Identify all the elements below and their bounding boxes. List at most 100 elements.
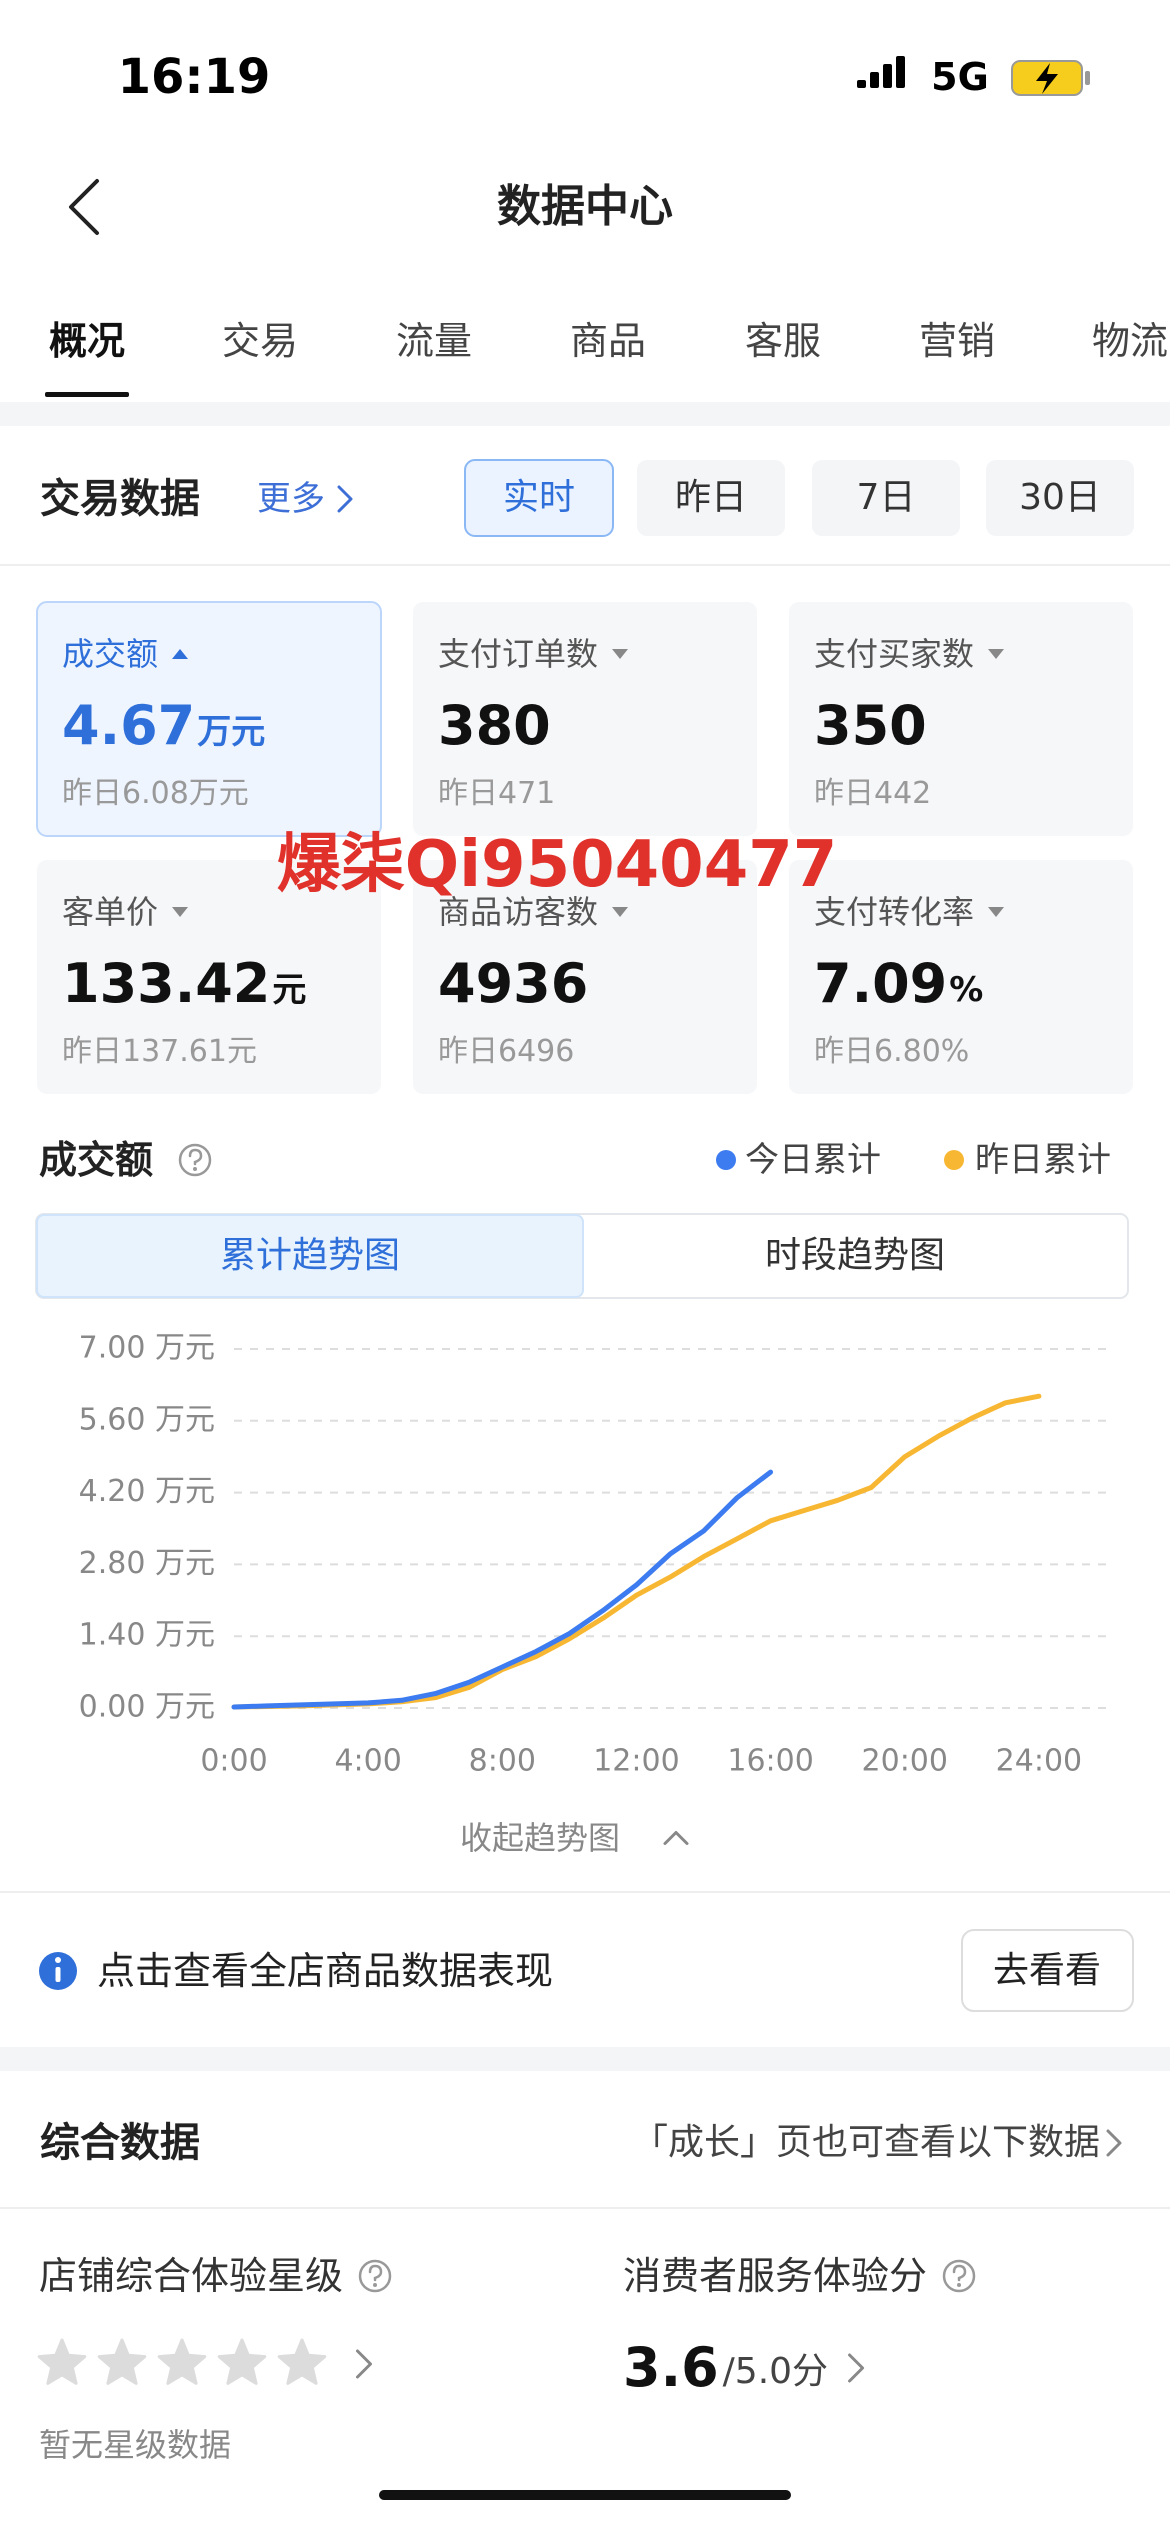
- battery-bolt: [1036, 63, 1058, 94]
- data-line: [231, 1469, 774, 1710]
- sort-triangle: [988, 649, 1005, 659]
- legend-label: 今日累计: [745, 1140, 881, 1180]
- data-line: [231, 1393, 1042, 1710]
- x-tick-label: 8:00: [469, 1744, 536, 1779]
- tab[interactable]: 商品: [569, 319, 647, 363]
- period-label[interactable]: 7日: [856, 477, 916, 518]
- metric-card[interactable]: [789, 860, 1133, 1094]
- metric-compare: 昨日6496: [438, 1034, 575, 1069]
- metric-label: 支付转化率: [814, 893, 975, 931]
- tab[interactable]: 流量: [395, 319, 473, 363]
- metric-label: 店铺综合体验星级: [39, 2254, 344, 2298]
- metric-card[interactable]: [413, 860, 757, 1094]
- help-icon-mark: [368, 2264, 383, 2282]
- chevron-icon: [69, 179, 99, 235]
- star-icon: [277, 2338, 327, 2385]
- star-icon: [97, 2338, 147, 2385]
- tab[interactable]: 交易: [221, 319, 299, 363]
- x-tick-label: 4:00: [334, 1744, 401, 1779]
- help-icon: [358, 2259, 392, 2293]
- metric-value: 4.67: [62, 694, 196, 757]
- empty-note: 暂无星级数据: [39, 2426, 232, 2464]
- more-link[interactable]: 更多: [257, 479, 325, 519]
- metric-unit: 万元: [197, 712, 266, 752]
- help-icon: [178, 1143, 212, 1177]
- metric-value: 133.42: [62, 952, 271, 1015]
- section-title: 交易数据: [40, 476, 200, 522]
- x-tick-label: 12:00: [593, 1744, 679, 1779]
- metric-unit: %: [949, 970, 984, 1010]
- score-value: 3.6: [623, 2336, 719, 2399]
- x-tick-label: 16:00: [727, 1744, 813, 1779]
- period-button[interactable]: [464, 459, 614, 537]
- x-tick-label: 20:00: [862, 1744, 948, 1779]
- section-title: 综合数据: [40, 2120, 200, 2166]
- sort-triangle: [988, 907, 1005, 917]
- signal-bar: [883, 64, 892, 88]
- x-tick-label: 0:00: [200, 1744, 267, 1779]
- star-icon: [157, 2338, 207, 2385]
- period-label[interactable]: 昨日: [674, 477, 748, 518]
- metric-label: 消费者服务体验分: [623, 2254, 928, 2298]
- action-button-label[interactable]: 去看看: [992, 1950, 1102, 1991]
- metric-compare: 昨日6.80%: [814, 1034, 970, 1069]
- network-type: 5G: [931, 55, 989, 99]
- signal-bar: [896, 56, 905, 88]
- section-hint[interactable]: 「成长」页也可查看以下数据: [631, 2122, 1100, 2163]
- y-tick-label: 2.80 万元: [79, 1546, 215, 1581]
- chart-title: 成交额: [39, 1138, 154, 1182]
- tab[interactable]: 客服: [744, 319, 822, 363]
- chevron-icon: [663, 1831, 689, 1845]
- help-icon-dot: [373, 2283, 378, 2287]
- view-toggle-active[interactable]: [36, 1214, 584, 1298]
- metric-label: 支付买家数: [814, 635, 975, 673]
- help-icon-dot: [957, 2283, 962, 2287]
- battery-tip: [1085, 71, 1090, 85]
- x-tick-label: 24:00: [996, 1744, 1082, 1779]
- help-icon-mark: [952, 2264, 967, 2282]
- tab[interactable]: 概况: [48, 319, 126, 363]
- help-icon-mark: [188, 1148, 203, 1166]
- tab[interactable]: 营销: [918, 319, 996, 363]
- view-option[interactable]: 时段趋势图: [764, 1235, 946, 1276]
- section-gap: [0, 402, 1170, 426]
- info-icon-dot: [55, 1957, 61, 1963]
- legend-dot: [944, 1150, 964, 1170]
- sort-triangle: [612, 649, 629, 659]
- period-label[interactable]: 实时: [502, 477, 576, 518]
- help-icon: [942, 2259, 976, 2293]
- chevron-icon: [337, 485, 353, 513]
- metric-unit: 元: [272, 970, 307, 1010]
- y-tick-label: 4.20 万元: [79, 1474, 215, 1509]
- star-icon: [217, 2338, 267, 2385]
- action-button[interactable]: [961, 1929, 1134, 2012]
- collapse-toggle[interactable]: 收起趋势图: [459, 1819, 621, 1857]
- tab[interactable]: 物流: [1091, 319, 1169, 363]
- score-scale: /5.0分: [722, 2351, 829, 2392]
- legend-label: 昨日累计: [975, 1140, 1111, 1180]
- divider: [0, 564, 1170, 566]
- chevron-icon: [1106, 2129, 1122, 2157]
- y-tick-label: 5.60 万元: [79, 1402, 215, 1437]
- page-title: 数据中心: [497, 181, 673, 232]
- metric-value: 350: [814, 694, 927, 757]
- watermark: 爆柒Qi95040477: [276, 828, 838, 902]
- period-label[interactable]: 30日: [1019, 477, 1101, 518]
- period-button[interactable]: [986, 460, 1134, 536]
- view-option[interactable]: 累计趋势图: [219, 1235, 401, 1276]
- period-button[interactable]: [812, 460, 960, 536]
- legend-dot: [716, 1150, 736, 1170]
- metric-card[interactable]: [36, 601, 382, 837]
- sort-triangle: [172, 649, 189, 659]
- metric-card[interactable]: [789, 602, 1133, 836]
- metric-label: 成交额: [62, 635, 159, 673]
- metric-card[interactable]: [413, 602, 757, 836]
- period-button[interactable]: [637, 460, 785, 536]
- divider: [0, 1891, 1170, 1893]
- help-icon-dot: [193, 1167, 197, 1171]
- metric-value: 380: [438, 694, 551, 757]
- metric-card[interactable]: [37, 860, 381, 1094]
- metric-label: 商品访客数: [438, 893, 599, 931]
- metric-compare: 昨日471: [438, 776, 556, 811]
